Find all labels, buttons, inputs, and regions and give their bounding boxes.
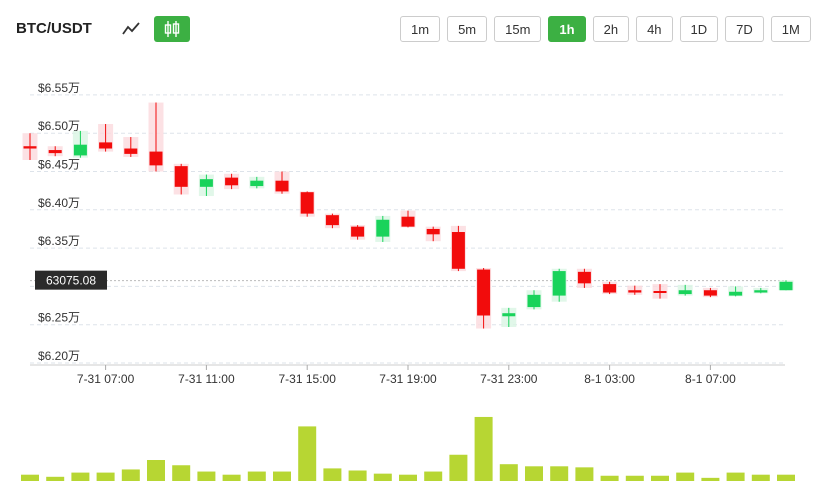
volume-bar: [575, 467, 594, 481]
interval-selector: 1m 5m 15m 1h 2h 4h 1D 7D 1M: [400, 16, 811, 42]
candle-body: [426, 228, 440, 235]
candle-body: [577, 271, 591, 284]
volume-bar: [172, 465, 191, 481]
volume-bar: [499, 464, 518, 481]
volume-bar: [147, 460, 165, 481]
volume-bar: [348, 470, 367, 481]
y-tick-label: $6.35万: [38, 234, 80, 248]
y-tick-label: $6.25万: [38, 311, 80, 325]
volume-bar: [96, 472, 115, 481]
volume-bar: [474, 416, 493, 481]
volume-bar: [424, 471, 443, 481]
x-tick-label: 7-31 15:00: [279, 372, 337, 386]
candle-body: [124, 148, 138, 154]
y-tick-label: $6.40万: [38, 196, 80, 210]
interval-1h-button[interactable]: 1h: [548, 16, 586, 42]
volume-bar: [373, 473, 392, 481]
candle-body: [48, 150, 62, 154]
candle-body: [477, 269, 491, 316]
interval-4h-button[interactable]: 4h: [636, 16, 673, 42]
volume-bar: [71, 472, 90, 481]
candle-body: [325, 215, 339, 226]
candle-body: [703, 290, 717, 296]
volume-bar: [777, 474, 795, 481]
interval-7D-button[interactable]: 7D: [725, 16, 764, 42]
volume-bar: [323, 468, 342, 481]
candle-body: [451, 232, 465, 269]
y-tick-label: $6.45万: [38, 158, 80, 172]
volume-bar: [726, 472, 745, 481]
y-tick-label: $6.50万: [38, 119, 80, 133]
candle-body: [73, 144, 87, 156]
candle-body: [552, 271, 566, 296]
candle-body: [149, 151, 163, 166]
current-price-label: 63075.08: [46, 274, 96, 288]
volume-bar: [222, 474, 241, 481]
interval-1D-button[interactable]: 1D: [679, 16, 719, 42]
volume-bar: [701, 477, 720, 481]
y-tick-label: $6.20万: [38, 349, 80, 363]
candle-body: [250, 180, 264, 187]
x-tick-label: 7-31 23:00: [480, 372, 538, 386]
candle-body: [502, 313, 516, 317]
volume-bar: [676, 472, 695, 481]
x-tick-label: 7-31 19:00: [379, 372, 437, 386]
volume-bar: [651, 475, 669, 481]
volume-bar: [298, 426, 317, 481]
candle-body: [199, 179, 213, 187]
candlestick-toggle-button[interactable]: [154, 16, 190, 42]
candle-body: [376, 219, 390, 237]
volume-bar: [625, 475, 644, 481]
interval-1m-button[interactable]: 1m: [400, 16, 441, 42]
candle-body: [603, 284, 617, 293]
candle-body: [275, 180, 289, 192]
x-tick-label: 8-1 07:00: [685, 372, 736, 386]
candle-body: [23, 146, 37, 149]
candle-body: [628, 290, 642, 293]
volume-bar: [751, 474, 770, 481]
volume-bar: [399, 474, 417, 481]
interval-15m-button[interactable]: 15m: [494, 16, 542, 42]
volume-bar: [449, 454, 468, 481]
candle-body: [678, 290, 692, 295]
interval-2h-button[interactable]: 2h: [592, 16, 630, 42]
pair-title: BTC/USDT: [16, 20, 92, 37]
volume-bar: [600, 475, 619, 481]
candlestick-icon: [164, 21, 180, 37]
volume-bar: [247, 471, 266, 481]
volume-bar: [550, 466, 569, 481]
candle-body: [527, 294, 541, 308]
candle-body: [401, 216, 415, 227]
candle-body: [729, 291, 743, 296]
line-chart-icon[interactable]: [120, 18, 142, 40]
x-tick-label: 7-31 07:00: [77, 372, 135, 386]
current-price-badge: [35, 270, 107, 290]
candle-body: [99, 142, 113, 149]
volume-bar: [46, 476, 65, 481]
volume-bar: [21, 474, 39, 481]
candle-body: [754, 290, 768, 293]
candle-body: [779, 281, 793, 291]
candle-body: [300, 192, 314, 214]
interval-1M-button[interactable]: 1M: [770, 16, 811, 42]
interval-5m-button[interactable]: 5m: [447, 16, 488, 42]
volume-bar: [273, 471, 291, 481]
volume-bar: [525, 466, 543, 481]
candle-body: [225, 177, 239, 186]
volume-bar: [121, 469, 140, 481]
volume-bar: [197, 471, 216, 481]
y-tick-label: $6.55万: [38, 81, 80, 95]
candle-body: [653, 290, 667, 293]
candle-body: [351, 226, 365, 237]
x-tick-label: 8-1 03:00: [584, 372, 635, 386]
candle-body: [174, 166, 188, 187]
x-tick-label: 7-31 11:00: [178, 372, 235, 386]
